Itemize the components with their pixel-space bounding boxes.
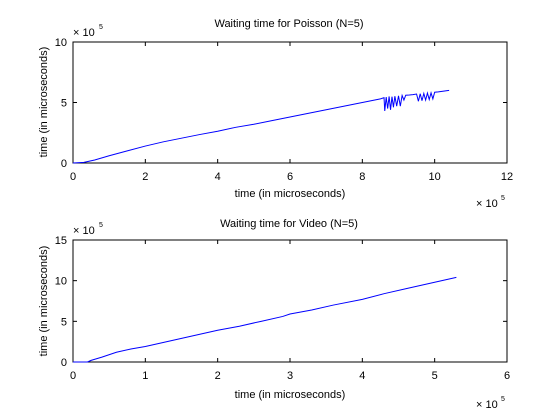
chart-video-xtick-label-0: 0 xyxy=(70,370,76,382)
chart-video-xtick-label-5: 5 xyxy=(432,370,438,382)
chart-poisson-axes-box xyxy=(72,41,508,164)
chart-video-series-line-0 xyxy=(73,276,457,363)
chart-video-ytick-label-2: 10 xyxy=(55,276,67,288)
chart-video-xtick-label-6: 6 xyxy=(504,370,510,382)
chart-poisson-xlabel: time (in microseconds) xyxy=(235,188,346,200)
chart-poisson-ytick-label-1: 5 xyxy=(61,98,67,110)
chart-poisson-x-multiplier-exponent: 5 xyxy=(501,195,505,202)
chart-poisson-ytick-label-2: 10 xyxy=(55,37,67,49)
chart-video-ylabel: time (in microseconds) xyxy=(38,246,50,357)
chart-video-xtick-label-4: 4 xyxy=(359,370,365,382)
chart-poisson-xtick-label-3: 6 xyxy=(287,171,293,183)
chart-poisson-y-multiplier-exponent: 5 xyxy=(99,24,103,31)
chart-poisson-xtick-label-1: 2 xyxy=(142,171,148,183)
chart-poisson-x-multiplier: × 10 xyxy=(476,198,498,210)
chart-video-xtick-label-1: 1 xyxy=(142,370,148,382)
chart-video-marks xyxy=(73,276,457,363)
chart-video-ytick-label-3: 15 xyxy=(55,235,67,247)
chart-video-x-multiplier: × 10 xyxy=(476,399,498,411)
chart-video-ytick-label-0: 0 xyxy=(61,357,67,369)
chart-poisson-title: Waiting time for Poisson (N=5) xyxy=(214,18,363,30)
chart-video-ytick-label-1: 5 xyxy=(61,316,67,328)
chart-video-y-multiplier-exponent: 5 xyxy=(99,222,103,229)
chart-video-xtick-label-2: 2 xyxy=(215,370,221,382)
chart-video-x-multiplier-exponent: 5 xyxy=(501,396,505,403)
chart-poisson-ylabel: time (in microseconds) xyxy=(38,47,50,158)
chart-video-xtick-label-3: 3 xyxy=(287,370,293,382)
chart-video: Waiting time for Video (N=5) 0 1 2 3 4 5 6 0 5 10… xyxy=(38,218,510,411)
chart-poisson-ytick-label-0: 0 xyxy=(61,158,67,170)
chart-video-axes-box xyxy=(72,239,508,363)
chart-poisson: Waiting time for Poisson (N=5) 0 2 4 6 8 10 12… xyxy=(38,18,513,210)
chart-poisson-marks xyxy=(72,89,450,164)
chart-poisson-xtick-label-0: 0 xyxy=(70,171,76,183)
chart-video-y-multiplier: × 10 xyxy=(73,225,95,237)
chart-poisson-xtick-label-2: 4 xyxy=(215,171,221,183)
chart-poisson-ticks: 0 2 4 6 8 10 12 0 5 10 xyxy=(55,37,513,183)
chart-poisson-xtick-label-4: 8 xyxy=(359,171,365,183)
chart-video-xlabel: time (in microseconds) xyxy=(235,389,346,401)
chart-poisson-y-multiplier: × 10 xyxy=(73,27,95,39)
chart-video-ticks: 0 1 2 3 4 5 6 0 5 10 15 xyxy=(55,235,510,382)
chart-poisson-series-line-0 xyxy=(72,89,450,164)
chart-poisson-xtick-label-5: 10 xyxy=(429,171,441,183)
chart-poisson-xtick-label-6: 12 xyxy=(501,171,513,183)
chart-video-title: Waiting time for Video (N=5) xyxy=(220,218,358,230)
